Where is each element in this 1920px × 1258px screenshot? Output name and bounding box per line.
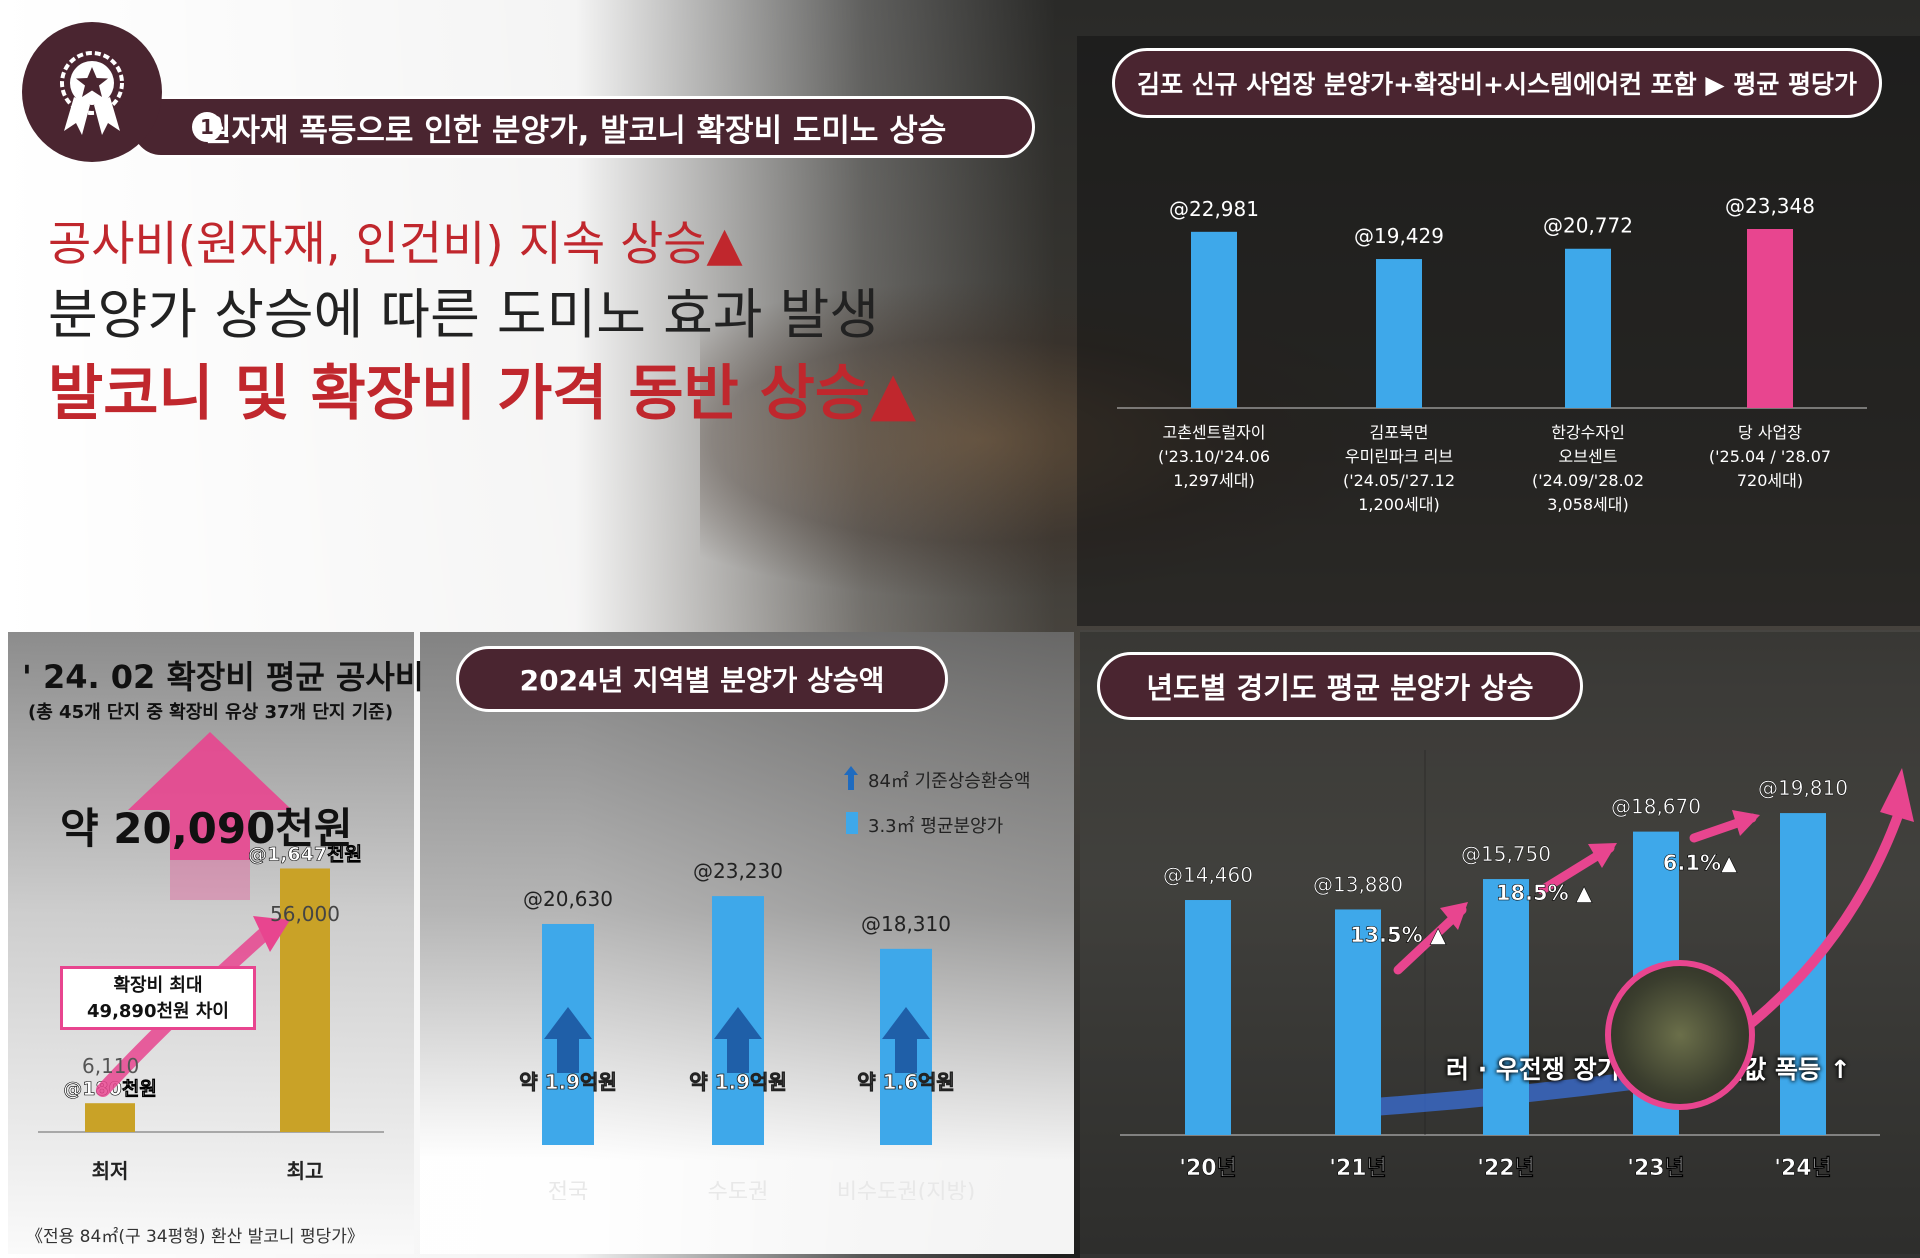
gimpo-bar bbox=[1565, 248, 1611, 408]
soldiers-photo bbox=[1605, 960, 1755, 1110]
gyeonggi-bar-chart: @14,460 '20년 @13,880 '21년 @15,750 '22년 @18,670… bbox=[1120, 750, 1914, 1181]
max-diff-box: 확장비 최대 49,890천원 차이 bbox=[60, 966, 256, 1030]
gyeonggi-bar bbox=[1185, 900, 1231, 1135]
gimpo-category-label: 3,058세대) bbox=[1547, 495, 1629, 514]
regional-bar-value: @20,630 bbox=[523, 887, 613, 911]
subhead-line-3: 발코니 및 확장비 가격 동반 상승▲ bbox=[48, 359, 917, 429]
legend-bar-swatch bbox=[846, 812, 858, 834]
legend-arrow-label: 84㎡ 기준상승환승액 bbox=[868, 771, 1031, 792]
increase-arrow-icon bbox=[544, 1007, 592, 1073]
gyeonggi-category-label: '21년 bbox=[1329, 1156, 1387, 1181]
gyeonggi-category-label: '23년 bbox=[1627, 1156, 1685, 1181]
gyeonggi-bar bbox=[1483, 879, 1529, 1135]
growth-arrow-head bbox=[1440, 902, 1468, 930]
gimpo-bar-value: @19,429 bbox=[1354, 224, 1444, 248]
headline-pill: 원자재 폭등으로 인한 분양가, 발코니 확장비 도미노 상승 bbox=[130, 96, 1035, 158]
gyeonggi-category-label: '20년 bbox=[1179, 1156, 1237, 1181]
gimpo-category-label: 720세대) bbox=[1737, 471, 1803, 490]
balcony-average: 약 20,090천원 bbox=[60, 804, 353, 853]
headline-text: 원자재 폭등으로 인한 분양가, 발코니 확장비 도미노 상승 bbox=[203, 112, 947, 149]
balcony-category-label: 최고 bbox=[287, 1159, 324, 1183]
subhead-line-2: 분양가 상승에 따른 도미노 효과 발생 bbox=[48, 283, 880, 346]
gimpo-category-label: ('23.10/'24.06 bbox=[1158, 447, 1270, 466]
gimpo-category-label: ('24.09/'28.02 bbox=[1532, 471, 1644, 490]
gimpo-category-label: 한강수자인 bbox=[1551, 423, 1625, 442]
gimpo-bar-value: @20,772 bbox=[1543, 214, 1633, 238]
growth-arrow-head bbox=[1588, 843, 1617, 868]
regional-category-label: 수도권 bbox=[708, 1180, 769, 1200]
balcony-bar bbox=[280, 868, 330, 1132]
regional-increase-label: 약 1.6억원 bbox=[857, 1070, 955, 1094]
gimpo-bar-value: @23,348 bbox=[1725, 194, 1815, 218]
big-rise-arrow-icon bbox=[1726, 808, 1905, 1044]
growth-label: 18.5% ▲ bbox=[1496, 881, 1593, 905]
rise-arrow-head bbox=[253, 916, 290, 952]
gimpo-bar bbox=[1747, 228, 1793, 408]
gyeonggi-bar bbox=[1335, 909, 1381, 1135]
gimpo-bar-value: @22,981 bbox=[1169, 197, 1259, 221]
balcony-footer: 《전용 84㎡(구 34평형) 환산 발코니 평당가》 bbox=[26, 1227, 364, 1247]
headline-number: 1 bbox=[192, 112, 222, 142]
legend-arrow-icon bbox=[844, 766, 858, 790]
regional-chart-title: 2024년 지역별 분양가 상승액 bbox=[456, 646, 948, 712]
gyeonggi-bar-value: @15,750 bbox=[1461, 842, 1551, 866]
low-note: 6,110 bbox=[82, 1054, 140, 1078]
gimpo-category-label: 김포북면 bbox=[1370, 423, 1429, 442]
max-diff-line-1: 확장비 최대 bbox=[113, 975, 203, 996]
gimpo-bar bbox=[1376, 259, 1422, 408]
growth-label: 13.5% ▲ bbox=[1350, 923, 1447, 947]
legend-bar-label: 3.3㎡ 평균분양가 bbox=[868, 816, 1004, 837]
gimpo-category-label: ('25.04 / '28.07 bbox=[1709, 447, 1831, 466]
increase-arrow-icon bbox=[714, 1007, 762, 1073]
regional-category-label: 비수도권(지방) bbox=[837, 1180, 976, 1200]
gimpo-bar bbox=[1191, 231, 1237, 408]
max-diff-line-2: 49,890천원 차이 bbox=[87, 1001, 229, 1022]
award-ribbon-star-icon bbox=[22, 22, 162, 162]
gimpo-category-label: 오브센트 bbox=[1559, 447, 1618, 466]
balcony-subtitle: (총 45개 단지 중 확장비 유상 37개 단지 기준) bbox=[28, 702, 394, 723]
gyeonggi-bar-value: @19,810 bbox=[1758, 776, 1848, 800]
gimpo-category-label: 당 사업장 bbox=[1738, 423, 1802, 442]
high-note: 56,000 bbox=[270, 902, 340, 926]
gimpo-bar-chart: @22,981 고촌센트럴자이 ('23.10/'24.06 1,297세대) @19,… bbox=[1117, 194, 1867, 514]
gyeonggi-category-label: '24년 bbox=[1774, 1156, 1832, 1181]
balcony-bar-value: @1,647천원 bbox=[248, 843, 362, 865]
gimpo-category-label: ('24.05/'27.12 bbox=[1343, 471, 1455, 490]
balcony-title: ' 24. 02 확장비 평균 공사비 bbox=[22, 658, 425, 696]
gimpo-category-label: 고촌센트럴자이 bbox=[1162, 423, 1265, 442]
growth-arrow-head bbox=[1732, 810, 1760, 836]
increase-arrow-icon bbox=[882, 1007, 930, 1073]
gyeonggi-bar-value: @13,880 bbox=[1313, 872, 1403, 896]
gimpo-category-label: 우미린파크 리브 bbox=[1345, 447, 1453, 466]
gimpo-category-label: 1,200세대) bbox=[1358, 495, 1440, 514]
big-up-arrow-stem bbox=[170, 860, 250, 900]
regional-bar-value: @23,230 bbox=[693, 859, 783, 883]
gyeonggi-category-label: '22년 bbox=[1477, 1156, 1535, 1181]
regional-increase-label: 약 1.9억원 bbox=[689, 1070, 787, 1094]
gimpo-category-label: 1,297세대) bbox=[1173, 471, 1255, 490]
regional-increase-label: 약 1.9억원 bbox=[519, 1070, 617, 1094]
regional-bar-value: @18,310 bbox=[861, 912, 951, 936]
gyeonggi-bar-value: @14,460 bbox=[1163, 863, 1253, 887]
gimpo-chart-title: 김포 신규 사업장 분양가+확장비+시스템에어컨 포함 ▶ 평균 평당가 bbox=[1112, 48, 1882, 118]
gyeonggi-bar-value: @18,670 bbox=[1611, 795, 1701, 819]
growth-label: 6.1%▲ bbox=[1663, 851, 1738, 875]
balcony-bar bbox=[85, 1103, 135, 1132]
subhead-line-1: 공사비(원자재, 인건비) 지속 상승▲ bbox=[48, 217, 743, 272]
big-rise-arrow-head bbox=[1880, 768, 1914, 822]
regional-category-label: 전국 bbox=[548, 1180, 588, 1200]
balcony-category-label: 최저 bbox=[92, 1159, 129, 1183]
gyeonggi-chart-title: 년도별 경기도 평균 분양가 상승 bbox=[1097, 652, 1583, 720]
big-up-arrow-icon bbox=[128, 732, 292, 860]
